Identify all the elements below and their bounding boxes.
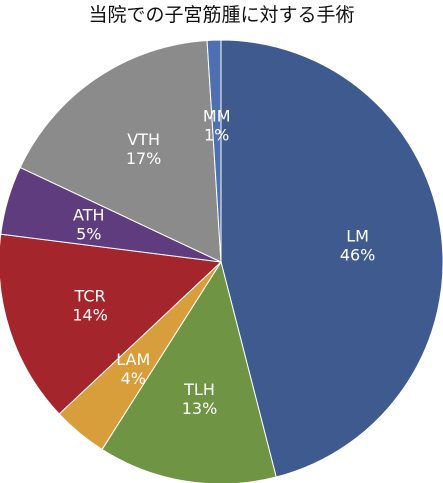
slice-category-label: TLH (183, 380, 215, 399)
chart-title: 当院での子宮筋腫に対する手術 (88, 4, 355, 26)
slice-value-label: 4% (121, 369, 146, 388)
pie-slice-lm (220, 39, 443, 478)
slice-category-label: VTH (127, 130, 160, 149)
slice-category-label: LM (346, 227, 369, 246)
slice-value-label: 1% (204, 125, 229, 144)
slice-value-label: 17% (126, 149, 162, 168)
pie-slice-mm (206, 39, 222, 263)
slice-value-label: 46% (340, 246, 376, 265)
slice-value-label: 5% (76, 225, 101, 244)
pie-slice-vth (19, 39, 222, 263)
pie-slices (0, 39, 443, 483)
slice-category-label: LAM (116, 350, 150, 369)
pie-slice-tcr (0, 233, 223, 415)
slice-value-label: 13% (182, 399, 218, 418)
pie-slice-tlh (101, 260, 277, 483)
slice-value-label: 14% (72, 306, 108, 325)
slice-category-label: ATH (73, 206, 105, 225)
slice-category-label: TCR (74, 287, 106, 306)
slice-category-label: MM (203, 106, 231, 125)
